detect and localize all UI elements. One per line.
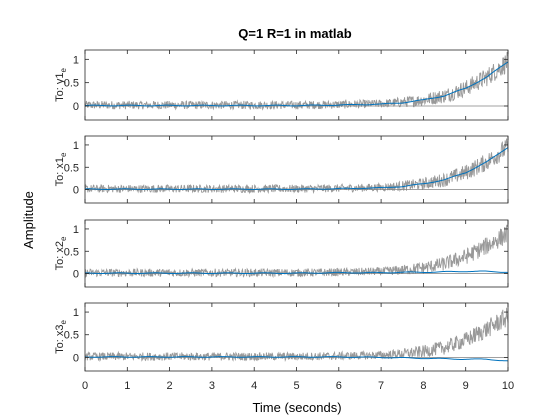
x-tick-label: 4 <box>251 380 257 392</box>
subplot-label: To: x1e <box>54 152 68 186</box>
estimate-line <box>84 61 509 107</box>
estimate-line <box>84 356 509 362</box>
y-tick-label: 0.5 <box>64 246 79 258</box>
y-tick-label: 0 <box>73 352 79 364</box>
noisy-response-line <box>84 223 509 279</box>
y-tick-label: 0 <box>73 185 79 197</box>
subplot-label-text: To: x2 <box>54 241 66 270</box>
subplot-label: To: y1e <box>54 68 68 102</box>
subplot-2: 0 0.5 1 To: x1e <box>54 135 509 204</box>
subplot-label-text: To: y1 <box>54 73 66 102</box>
axes-box <box>84 49 509 121</box>
y-tick-label: 0.5 <box>64 78 79 90</box>
x-tick-label: 0 <box>82 380 88 392</box>
noisy-response-line <box>84 138 509 195</box>
noisy-response-line <box>84 51 509 111</box>
subplot-label-text: To: x1 <box>54 157 66 186</box>
x-tick-label: 9 <box>463 380 469 392</box>
y-tick-label: 1 <box>73 307 79 319</box>
subplot-3: 0 0.5 1 To: x2e <box>54 219 509 288</box>
x-tick-label: 2 <box>167 380 173 392</box>
subplot-label: To: x3e <box>54 320 68 354</box>
subplot-1: 0 0.5 1 To: y1e <box>54 49 509 121</box>
axes-box <box>84 302 509 372</box>
x-axis-label: Time (seconds) <box>252 400 341 415</box>
x-tick-label: 5 <box>293 380 299 392</box>
estimate-line <box>84 270 509 275</box>
subplot-label-subscript: e <box>59 68 68 73</box>
x-tick-label: 3 <box>209 380 215 392</box>
x-tick-label: 10 <box>502 380 514 392</box>
x-tick-label: 7 <box>378 380 384 392</box>
chart-title: Q=1 R=1 in matlab <box>238 26 351 41</box>
x-tick-label: 1 <box>124 380 130 392</box>
subplot-4: 0 0.5 1 To: x3e <box>54 302 509 372</box>
subplot-label-subscript: e <box>59 152 68 157</box>
y-axis-label: Amplitude <box>21 191 36 249</box>
axes-box <box>84 219 509 288</box>
x-tick-label: 8 <box>420 380 426 392</box>
y-tick-label: 0 <box>73 101 79 113</box>
y-tick-label: 0.5 <box>64 162 79 174</box>
y-tick-label: 1 <box>73 224 79 236</box>
axes-box <box>84 135 509 204</box>
y-tick-label: 1 <box>73 54 79 66</box>
y-tick-label: 0 <box>73 269 79 281</box>
y-tick-label: 0.5 <box>64 330 79 342</box>
subplot-label-subscript: e <box>59 320 68 325</box>
subplot-label: To: x2e <box>54 236 68 270</box>
x-tick-label: 6 <box>336 380 342 392</box>
subplot-label-subscript: e <box>59 236 68 241</box>
noisy-response-line <box>84 307 509 362</box>
subplot-label-text: To: x3 <box>54 325 66 354</box>
y-tick-label: 1 <box>73 140 79 152</box>
estimate-line <box>84 147 509 191</box>
